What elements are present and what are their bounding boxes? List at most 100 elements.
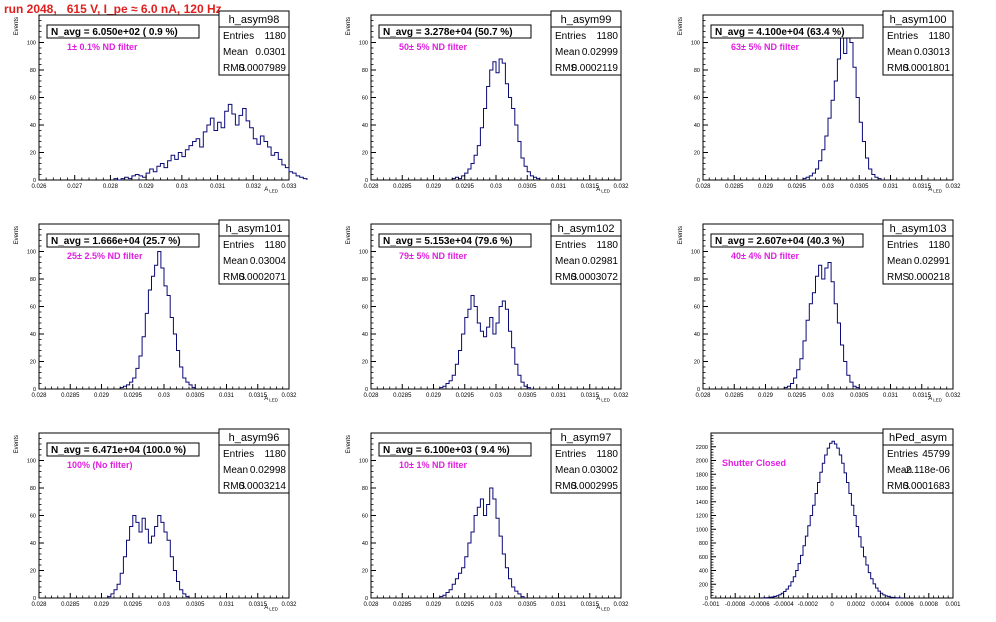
x-axis-title: ALED <box>596 187 611 194</box>
x-tick-label: -0.0002 <box>798 602 819 608</box>
x-axis-title: ALED <box>596 396 611 403</box>
stats-value: 0.0007989 <box>239 63 287 74</box>
stats-key: RMS <box>887 63 910 74</box>
y-tick-label: 1400 <box>696 500 708 506</box>
x-tick-label: 0.0305 <box>518 393 537 399</box>
x-tick-label: 0.03 <box>158 393 170 399</box>
x-tick-label: 0.0305 <box>186 393 205 399</box>
x-tick-label: 0.0285 <box>61 602 80 608</box>
x-tick-label: 0.0285 <box>393 393 412 399</box>
navg-box <box>378 24 532 39</box>
filter-annotation: 79± 5% ND filter <box>399 251 467 261</box>
y-tick-label: 80 <box>362 68 368 74</box>
x-tick-label: 0.0315 <box>581 393 600 399</box>
stats-key: RMS <box>555 272 578 283</box>
y-tick-label: 800 <box>699 541 708 547</box>
stats-value: 1180 <box>596 31 618 42</box>
stats-key: Entries <box>555 449 586 460</box>
x-tick-label: 0.032 <box>945 393 961 399</box>
x-tick-label: 0.0295 <box>456 602 475 608</box>
stats-key: RMS <box>887 481 910 492</box>
histogram-panel: 0.026 0.027 0.028 0.029 0.03 0.031 0.032 0.033 0… <box>14 10 308 194</box>
y-tick-label: 80 <box>30 68 36 74</box>
stats-key: Mean <box>555 256 580 267</box>
histogram-series-line <box>783 262 860 389</box>
stats-value: 45799 <box>922 449 950 460</box>
x-tick-label: 0.0295 <box>124 602 143 608</box>
x-tick-label: 0.028 <box>363 393 379 399</box>
y-tick-label: 60 <box>362 305 368 311</box>
x-axis-title: ALED <box>264 396 279 403</box>
x-tick-label: 0.028 <box>31 602 47 608</box>
stats-key: Entries <box>887 449 918 460</box>
x-tick-label: 0.0004 <box>871 602 890 608</box>
x-axis-title: ALED <box>264 605 279 612</box>
x-tick-label: 0.029 <box>94 393 110 399</box>
y-tick-label: 100 <box>359 250 368 256</box>
x-tick-label: 0.0305 <box>850 184 869 190</box>
stats-box <box>550 428 622 494</box>
y-tick-label: 0 <box>33 387 36 393</box>
x-tick-label: 0.029 <box>94 602 110 608</box>
stats-value: 1180 <box>596 240 618 251</box>
x-tick-label: 0.029 <box>426 602 442 608</box>
stats-box <box>218 10 290 76</box>
stats-title: h_asym97 <box>561 432 612 444</box>
histogram-panel: 0.028 0.0285 0.029 0.0295 0.03 0.0305 0.031 0.0… <box>346 219 629 403</box>
stats-box <box>882 428 954 494</box>
y-axis-title: Events <box>14 17 20 35</box>
x-tick-label: 0.0295 <box>124 393 143 399</box>
x-tick-label: 0.0285 <box>725 393 744 399</box>
navg-label: N_avg = 2.607e+04 (40.3 %) <box>715 236 845 247</box>
y-tick-label: 80 <box>362 277 368 283</box>
stats-title: h_asym101 <box>226 223 283 235</box>
histogram-series-line <box>439 295 531 389</box>
x-tick-label: 0.0315 <box>913 393 932 399</box>
y-tick-label: 80 <box>694 68 700 74</box>
stats-value: 0.0001683 <box>903 481 951 492</box>
stats-key: RMS <box>223 63 246 74</box>
y-tick-label: 40 <box>30 123 36 129</box>
y-tick-label: 40 <box>30 541 36 547</box>
x-tick-label: -0.0006 <box>749 602 770 608</box>
x-tick-label: 0.028 <box>363 602 379 608</box>
stats-key: RMS <box>555 481 578 492</box>
stats-box <box>882 10 954 76</box>
stats-value: 0.000218 <box>908 272 950 283</box>
stats-key: Mean <box>887 465 912 476</box>
y-tick-label: 60 <box>362 96 368 102</box>
histogram-series-line <box>113 103 308 181</box>
y-tick-label: 0 <box>705 596 708 602</box>
x-tick-label: 0.0295 <box>456 393 475 399</box>
x-tick-label: 0.032 <box>613 602 629 608</box>
stats-value: 0.0003214 <box>239 481 287 492</box>
stats-key: Mean <box>223 47 248 58</box>
y-tick-label: 80 <box>30 277 36 283</box>
y-tick-label: 80 <box>30 486 36 492</box>
stats-value: 0.02991 <box>914 256 951 267</box>
stats-title: h_asym99 <box>561 14 612 26</box>
stats-title: h_asym96 <box>229 432 280 444</box>
filter-annotation: 10± 1% ND filter <box>399 460 467 470</box>
x-tick-label: 0.0285 <box>393 184 412 190</box>
x-tick-label: 0.0295 <box>788 184 807 190</box>
stats-value: 1180 <box>928 240 950 251</box>
y-tick-label: 20 <box>362 151 368 157</box>
stats-key: Entries <box>887 31 918 42</box>
x-tick-label: 0.03 <box>490 393 502 399</box>
x-axis-title: ALED <box>928 396 943 403</box>
x-tick-label: 0.032 <box>246 184 262 190</box>
x-tick-label: 0.031 <box>551 393 567 399</box>
stats-box <box>218 428 290 494</box>
y-axis-title: Events <box>678 17 684 35</box>
stats-title: h_asym103 <box>890 223 947 235</box>
stats-title: hPed_asym <box>889 432 947 444</box>
y-tick-label: 60 <box>30 96 36 102</box>
stats-key: Mean <box>223 256 248 267</box>
stats-value: 0.0003072 <box>571 272 619 283</box>
x-tick-label: 0.0295 <box>456 184 475 190</box>
y-axis-title: Events <box>14 435 20 453</box>
y-tick-label: 1200 <box>696 514 708 520</box>
y-tick-label: 0 <box>33 178 36 184</box>
filter-annotation: 63± 5% ND filter <box>731 42 799 52</box>
